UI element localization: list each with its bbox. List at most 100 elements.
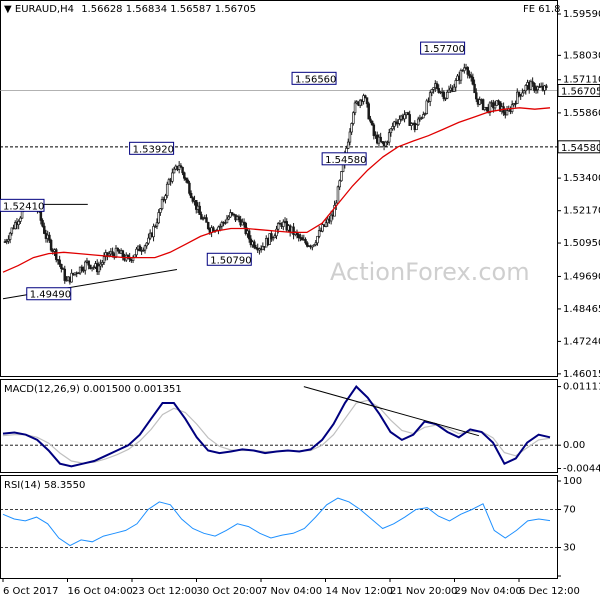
- candle-body: [253, 241, 256, 248]
- candle-body: [324, 222, 328, 227]
- moving-average-line: [2, 107, 551, 273]
- candle-body: [189, 192, 193, 199]
- time-x-axis: 6 Oct 2017 16 Oct 04:00 23 Oct 12:00 30 Oct…: [2, 578, 580, 597]
- candle-body: [352, 112, 355, 124]
- macd-trendline: [303, 386, 480, 437]
- candle-body: [454, 80, 458, 88]
- candle-body: [43, 225, 46, 234]
- candle-body: [473, 83, 476, 94]
- candle-body: [393, 121, 396, 127]
- candle-body: [171, 172, 174, 182]
- macd-label: MACD(12,26,9) 0.001500 0.001351: [4, 384, 182, 395]
- candle-body: [77, 272, 80, 275]
- candle-body: [517, 91, 521, 95]
- x-tick-label: 29 Nov 04:00: [455, 586, 522, 597]
- candle-body: [466, 67, 469, 75]
- candle-body: [522, 90, 526, 94]
- level-tag: 1.54580: [561, 143, 600, 154]
- candle-body: [143, 245, 147, 251]
- price-annotation-box: [206, 252, 252, 266]
- candle-body: [536, 86, 540, 91]
- candle-body: [384, 141, 388, 147]
- rsi-tick-label: 70: [563, 505, 576, 516]
- macd-tick-label: 0.00: [563, 440, 585, 451]
- candle-body: [19, 217, 22, 222]
- watermark: ActionForex.com: [330, 258, 530, 286]
- candle-body: [300, 237, 304, 241]
- candle-body: [200, 214, 203, 220]
- candle-body: [101, 262, 104, 265]
- candle-body: [410, 123, 413, 126]
- candle-body: [181, 166, 184, 174]
- candle-body: [545, 85, 548, 88]
- candle-body: [304, 239, 307, 244]
- candle-body: [179, 165, 183, 168]
- price-tick-label: 1.59590: [563, 9, 600, 20]
- candle-body: [138, 245, 142, 252]
- candle-body: [247, 230, 251, 240]
- candle-body: [329, 214, 333, 222]
- candle-body: [87, 260, 90, 266]
- x-tick-label: 6 Oct 2017: [3, 586, 58, 597]
- price-tick-label: 1.52170: [563, 206, 600, 217]
- candle-body: [273, 235, 277, 239]
- rsi-tick-label: 100: [563, 476, 582, 487]
- level-tag-box: [557, 140, 600, 154]
- price-annotations: 1.52410 1.49490 1.53920 1.50790 1.56560 1.545…: [0, 41, 466, 301]
- x-tick-label: 14 Nov 12:00: [326, 586, 393, 597]
- price-y-axis: 1.59590 1.58030 1.57110 1.55860 1.54580 1.534…: [557, 9, 600, 380]
- x-tick-label: 7 Nov 04:00: [261, 586, 322, 597]
- candle-body: [8, 232, 12, 240]
- candle-body: [358, 99, 362, 106]
- candle-body: [292, 226, 295, 235]
- candle-body: [311, 245, 314, 248]
- candle-body: [261, 246, 265, 251]
- candle-body: [172, 168, 176, 174]
- candle-body: [60, 263, 63, 269]
- rsi-label: RSI(14) 58.3550: [4, 480, 85, 491]
- candle-body: [89, 264, 92, 269]
- candle-body: [408, 114, 411, 126]
- candle-body: [488, 102, 492, 113]
- candle-body: [188, 182, 191, 194]
- candle-body: [317, 230, 321, 237]
- candle-body: [305, 242, 309, 247]
- candle-body: [194, 200, 198, 210]
- candle-body: [442, 91, 446, 100]
- price-horizontal-lines: [0, 90, 557, 148]
- candle-series: [3, 63, 548, 285]
- candle-body: [160, 199, 164, 210]
- fe-label: FE 61.8: [523, 4, 561, 15]
- candle-body: [394, 121, 398, 124]
- candle-body: [217, 226, 220, 231]
- candle-body: [432, 87, 435, 90]
- candle-body: [254, 247, 258, 249]
- candle-body: [218, 225, 222, 228]
- candle-body: [155, 222, 159, 227]
- candle-body: [82, 269, 85, 272]
- candle-body: [338, 180, 341, 188]
- candle-body: [133, 254, 137, 258]
- macd-layer: 0.011111 0.00 -0.004419: [0, 382, 600, 475]
- rsi-panel: [0, 475, 558, 579]
- candle-body: [529, 81, 533, 90]
- price-annotation-box: [0, 198, 45, 212]
- candle-body: [415, 124, 418, 131]
- x-tick-label: 21 Nov 20:00: [390, 586, 457, 597]
- price-tick-label: 1.50950: [563, 238, 600, 249]
- candle-body: [314, 242, 318, 246]
- candle-body: [447, 89, 451, 93]
- candle-body: [230, 212, 234, 215]
- candle-body: [478, 99, 481, 105]
- candle-body: [229, 212, 232, 218]
- candle-body: [483, 106, 487, 110]
- candle-body: [13, 222, 17, 230]
- x-tick-label: 23 Oct 12:00: [132, 586, 197, 597]
- candle-body: [364, 95, 367, 99]
- candle-body: [495, 100, 499, 106]
- header-ohlc: 1.56628 1.56834 1.56587 1.56705: [81, 4, 256, 15]
- x-tick-label: 6 Dec 12:00: [519, 586, 580, 597]
- macd-panel: [0, 379, 558, 473]
- candle-body: [353, 102, 357, 114]
